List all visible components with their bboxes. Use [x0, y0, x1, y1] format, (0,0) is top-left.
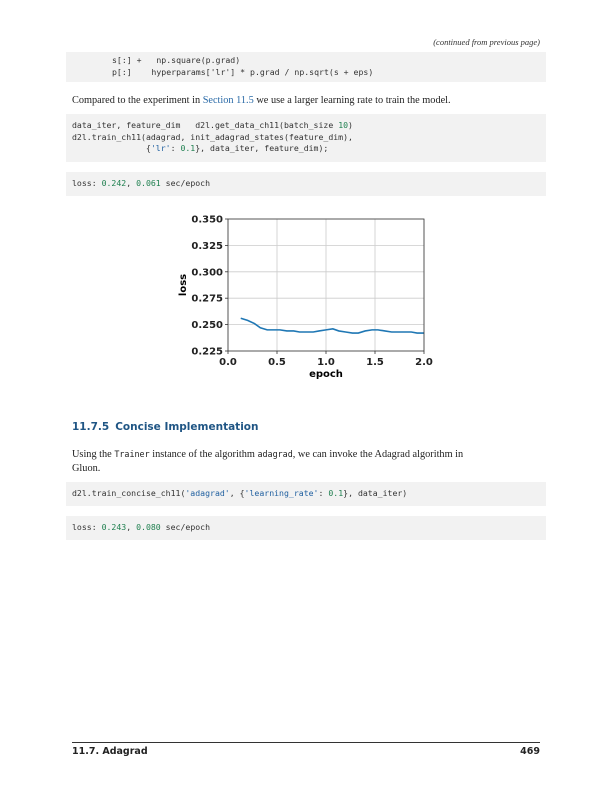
- y-tick-label: 0.250: [191, 320, 223, 331]
- x-axis-label: epoch: [309, 369, 343, 380]
- page-number: 469: [520, 746, 540, 757]
- code-line: {'lr': 0.1}, data_iter, feature_dim);: [72, 143, 540, 155]
- y-tick-label: 0.275: [191, 294, 223, 305]
- output-unit: sec/epoch: [160, 178, 211, 188]
- paragraph-text: , we can invoke the Adagrad algorithm in: [292, 449, 464, 460]
- x-tick-label: 0.0: [219, 357, 237, 368]
- code-number: 10: [338, 120, 349, 130]
- code-number: 0.1: [328, 488, 344, 498]
- paragraph-intro: Compared to the experiment in Section 11…: [72, 94, 542, 108]
- x-tick-label: 1.0: [317, 357, 335, 368]
- output-label: loss:: [72, 178, 102, 188]
- code-text: :: [170, 143, 181, 153]
- output-loss: 0.242: [101, 178, 127, 188]
- code-text: , {: [229, 488, 245, 498]
- x-tick-label: 1.5: [366, 357, 384, 368]
- output-line: loss: 0.242, 0.061 sec/epoch: [72, 178, 540, 190]
- code-text: {: [72, 143, 151, 153]
- output-line: loss: 0.243, 0.080 sec/epoch: [72, 522, 540, 534]
- loss-chart: 0.0 0.5 1.0 1.5 2.0 0.225 0.250 0.275 0.300 0.325…: [178, 215, 433, 381]
- inline-code: Trainer: [114, 449, 150, 459]
- code-text: }, data_iter): [343, 488, 408, 498]
- code-line: d2l.train_concise_ch11('adagrad', {'lear…: [72, 488, 540, 500]
- code-text: data_iter, feature_dim d2l.get_data_ch11…: [72, 120, 339, 130]
- code-text: ): [348, 120, 353, 130]
- x-tick-label: 0.5: [268, 357, 286, 368]
- x-tick-label: 2.0: [415, 357, 433, 368]
- output-sep: ,: [126, 522, 137, 532]
- section-heading: 11.7.5 Concise Implementation: [72, 421, 258, 433]
- code-string: 'adagrad': [185, 488, 230, 498]
- loss-line: [240, 317, 424, 334]
- code-line: s[:] + np.square(p.grad): [112, 55, 241, 65]
- paragraph-text: we use a larger learning rate to train t…: [253, 95, 451, 106]
- footer-section: 11.7. Adagrad: [72, 746, 148, 757]
- code-number: 0.1: [180, 143, 196, 153]
- inline-code: adagrad: [257, 449, 293, 459]
- y-tick-label: 0.300: [191, 267, 223, 278]
- output-time: 0.080: [136, 522, 161, 532]
- chart-ticks: 0.0 0.5 1.0 1.5 2.0 0.225 0.250 0.275 0.300 0.325…: [191, 215, 433, 369]
- paragraph-text: Gluon.: [72, 463, 101, 474]
- paragraph-concise: Using the Trainer instance of the algori…: [72, 447, 542, 476]
- continued-note: (continued from previous page): [433, 37, 540, 47]
- code-line: data_iter, feature_dim d2l.get_data_ch11…: [72, 120, 540, 132]
- code-block-train: data_iter, feature_dim d2l.get_data_ch11…: [66, 114, 546, 162]
- y-tick-label: 0.225: [191, 347, 223, 358]
- y-tick-label: 0.350: [191, 215, 223, 226]
- output-block-concise: loss: 0.243, 0.080 sec/epoch: [66, 516, 546, 540]
- output-loss: 0.243: [101, 522, 127, 532]
- code-text: }, data_iter, feature_dim);: [195, 143, 329, 153]
- plot-frame: [227, 218, 425, 352]
- output-label: loss:: [72, 522, 102, 532]
- section-link[interactable]: Section 11.5: [202, 95, 254, 106]
- output-block-train: loss: 0.242, 0.061 sec/epoch: [66, 172, 546, 196]
- code-block-concise: d2l.train_concise_ch11('adagrad', {'lear…: [66, 482, 546, 506]
- code-string: 'lr': [150, 143, 171, 153]
- paragraph-text: instance of the algorithm: [149, 449, 258, 460]
- code-string: 'learning_rate': [244, 488, 319, 498]
- section-title: Concise Implementation: [115, 421, 259, 433]
- output-time: 0.061: [136, 178, 161, 188]
- y-tick-label: 0.325: [191, 241, 223, 252]
- code-line: p[:] hyperparams['lr'] * p.grad / np.sqr…: [112, 66, 374, 77]
- section-number: 11.7.5: [72, 421, 110, 433]
- output-unit: sec/epoch: [160, 522, 211, 532]
- paragraph-text: Using the: [72, 449, 115, 460]
- paragraph-text: Compared to the experiment in: [72, 95, 203, 106]
- code-text: d2l.train_concise_ch11(: [72, 488, 186, 498]
- code-text: :: [318, 488, 329, 498]
- footer-rule: [72, 742, 540, 743]
- code-block-update: s[:] + np.square(p.grad) p[:] hyperparam…: [66, 52, 546, 82]
- output-sep: ,: [126, 178, 137, 188]
- code-line: d2l.train_ch11(adagrad, init_adagrad_sta…: [72, 131, 353, 142]
- y-axis-label: loss: [178, 274, 189, 296]
